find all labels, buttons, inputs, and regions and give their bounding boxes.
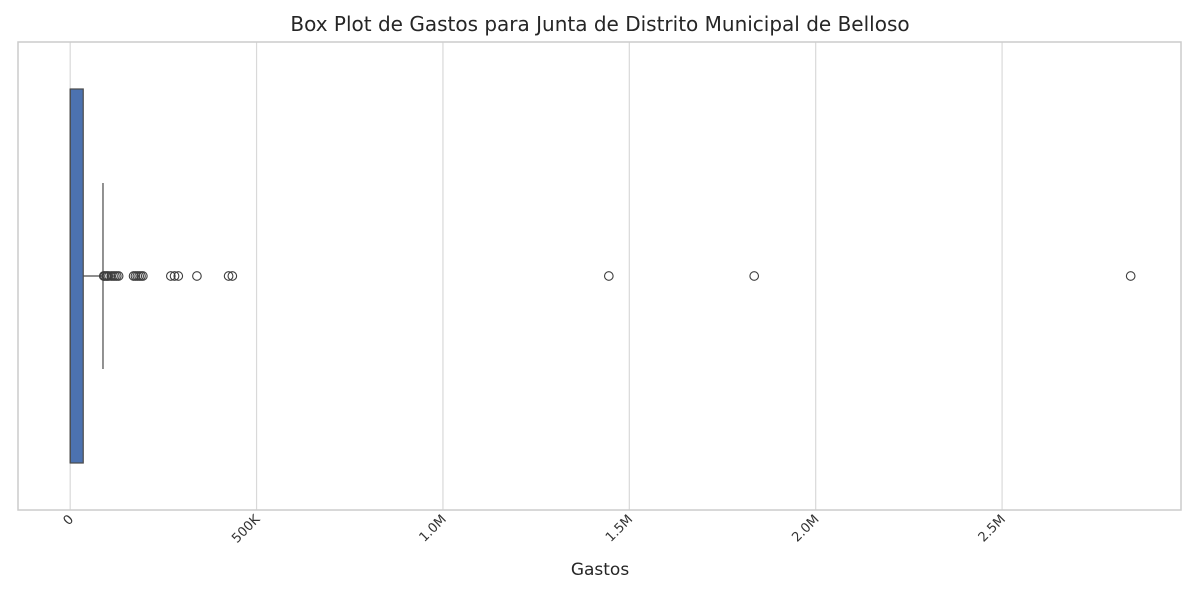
x-tick-label-0: 0 bbox=[61, 512, 77, 528]
x-axis-label: Gastos bbox=[570, 560, 630, 580]
outlier-point-24 bbox=[1125, 271, 1136, 281]
outlier-point-9 bbox=[113, 271, 124, 281]
outlier-point-21 bbox=[227, 271, 238, 281]
outlier-point-19 bbox=[192, 271, 202, 281]
x-tick-label-1: 500K bbox=[229, 512, 264, 547]
outlier-points bbox=[98, 271, 1136, 281]
interquartile-box bbox=[69, 88, 84, 464]
plot-frame bbox=[17, 41, 1182, 511]
outlier-point-22 bbox=[603, 271, 614, 281]
outlier-point-15 bbox=[138, 271, 148, 281]
x-tick-label-4: 2.0M bbox=[789, 512, 822, 545]
x-tick-labels: 0 500K 1.0M 1.5M 2.0M 2.5M bbox=[61, 512, 1009, 547]
outlier-point-18 bbox=[173, 271, 184, 281]
x-tick-label-3: 1.5M bbox=[603, 512, 636, 545]
outlier-point-23 bbox=[749, 271, 760, 281]
outlier-point-16 bbox=[165, 271, 176, 281]
x-tick-label-5: 2.5M bbox=[976, 512, 1009, 545]
plot-area-background bbox=[18, 42, 1181, 510]
chart-title: Box Plot de Gastos para Junta de Distrit… bbox=[290, 12, 910, 36]
x-tick-label-2: 1.0M bbox=[417, 512, 450, 545]
outlier-point-20 bbox=[223, 271, 234, 281]
outlier-point-17 bbox=[169, 271, 180, 281]
